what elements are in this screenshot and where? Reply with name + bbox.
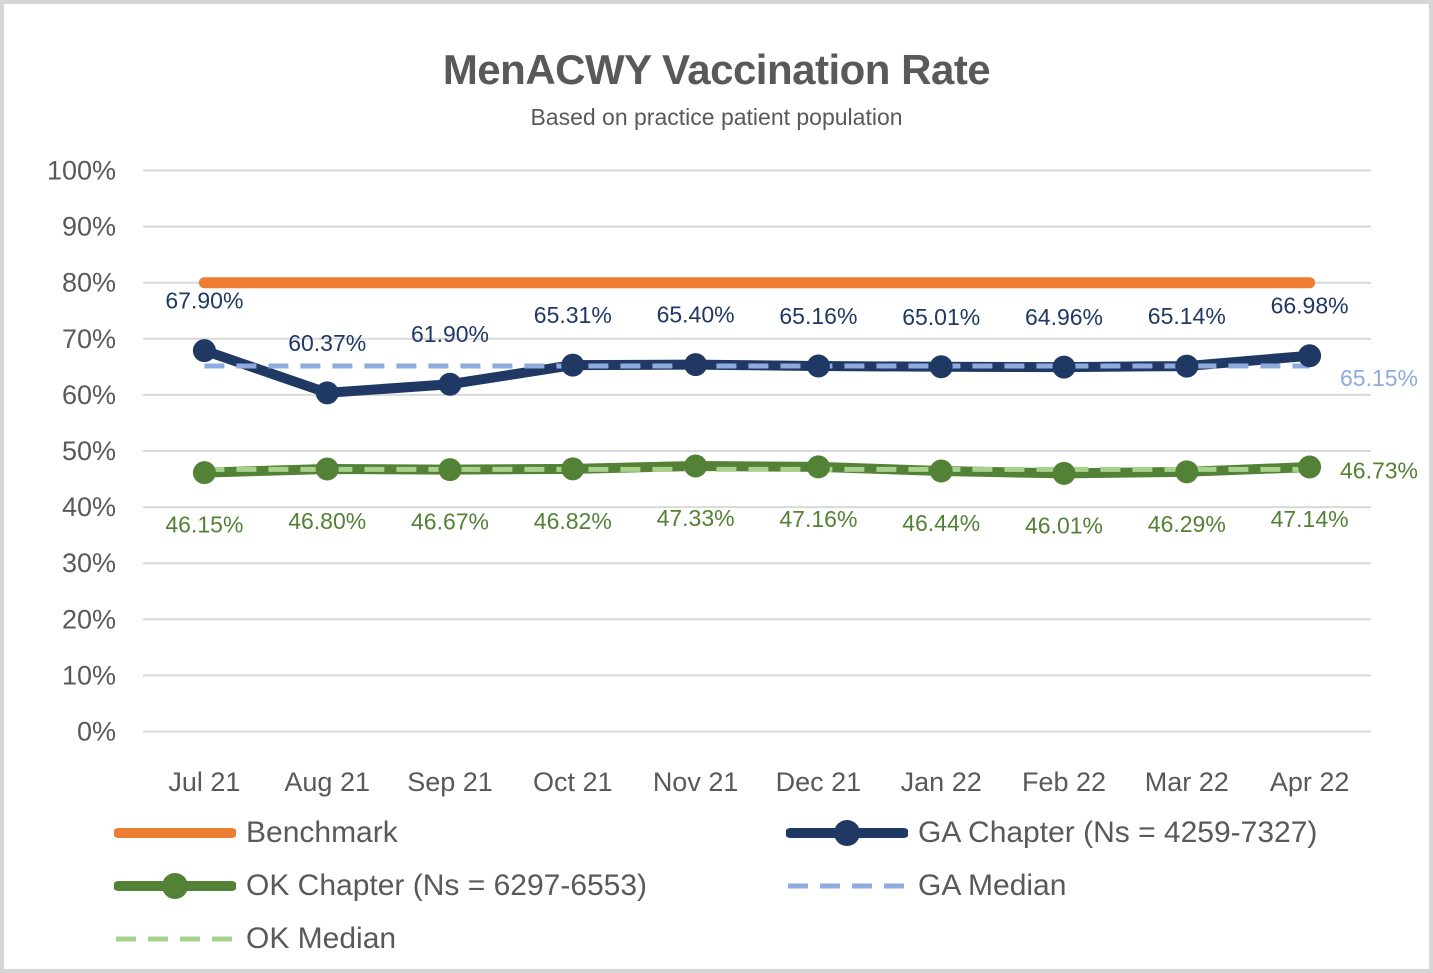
y-tick-label: 30%: [62, 548, 116, 578]
x-tick-label: Mar 22: [1145, 767, 1229, 797]
benchmark-line-icon: [114, 827, 236, 838]
legend-label-ok-median: OK Median: [246, 921, 397, 955]
chart-subtitle: Based on practice patient population: [530, 104, 903, 130]
y-tick-label: 80%: [62, 268, 116, 298]
data-label: 46.29%: [1148, 511, 1226, 537]
data-point-marker: [806, 455, 830, 479]
data-label: 46.15%: [165, 512, 243, 538]
data-label: 61.90%: [411, 321, 489, 347]
data-label: 67.90%: [165, 288, 243, 314]
legend-item-ok-chapter: OK Chapter (Ns = 6297-6553): [114, 869, 786, 903]
data-point-marker: [192, 339, 216, 363]
gridlines: [143, 169, 1371, 733]
data-point-marker: [1052, 355, 1076, 379]
data-label: 66.98%: [1271, 293, 1349, 319]
y-tick-label: 0%: [77, 717, 116, 747]
data-point-marker: [561, 353, 585, 377]
data-label: 46.67%: [411, 509, 489, 535]
data-point-marker: [315, 381, 339, 405]
data-label: 47.33%: [657, 505, 735, 531]
data-label: 65.31%: [534, 302, 612, 328]
x-tick-label: Aug 21: [284, 767, 370, 797]
data-point-marker: [1298, 455, 1322, 479]
legend-label-ga-median: GA Median: [918, 868, 1067, 902]
legend: Benchmark GA Chapter (Ns = 4259-7327) OK…: [114, 806, 1317, 965]
data-point-marker: [438, 372, 462, 396]
legend-label-ga-chapter: GA Chapter (Ns = 4259-7327): [918, 815, 1318, 849]
median-value-label-4: 46.73%: [1340, 457, 1418, 483]
data-point-marker: [929, 459, 953, 483]
x-tick-label: Feb 22: [1022, 767, 1106, 797]
data-label: 64.96%: [1025, 304, 1103, 330]
x-tick-label: Apr 22: [1270, 767, 1350, 797]
series-line-2: [199, 460, 1315, 479]
series-data-labels-1: 67.90% 60.37% 61.90% 65.31% 65.40% 65.16% 65.0…: [165, 288, 1348, 356]
data-point-marker: [561, 457, 585, 481]
x-tick-label: Jul 21: [168, 767, 240, 797]
legend-label-benchmark: Benchmark: [246, 815, 398, 849]
x-tick-label: Dec 21: [776, 767, 862, 797]
data-label: 65.14%: [1148, 303, 1226, 329]
data-point-marker: [1298, 344, 1322, 368]
chart-title: MenACWY Vaccination Rate: [442, 46, 991, 93]
series-line-1: [199, 345, 1315, 398]
series-markers-2: [192, 454, 1322, 485]
legend-label-ok-chapter: OK Chapter (Ns = 6297-6553): [246, 868, 648, 902]
legend-item-ok-median: OK Median: [114, 922, 786, 956]
ok-chapter-line-icon: [114, 872, 236, 899]
x-tick-label: Sep 21: [407, 767, 493, 797]
data-label: 46.01%: [1025, 512, 1103, 538]
data-point-marker: [684, 454, 708, 478]
plot-area: 0% 10% 20% 30% 40% 50% 60% 70% 80% 90% 100% Jul 21 A…: [47, 156, 1418, 798]
data-label: 46.44%: [902, 510, 980, 536]
data-label: 46.80%: [288, 508, 366, 534]
data-point-marker: [929, 355, 953, 379]
data-label: 65.16%: [779, 303, 857, 329]
y-tick-label: 100%: [47, 156, 116, 186]
data-point-marker: [192, 461, 216, 485]
legend-item-ga-chapter: GA Chapter (Ns = 4259-7327): [786, 816, 1317, 850]
legend-item-ga-median: GA Median: [786, 869, 1317, 903]
data-point-marker: [806, 354, 830, 378]
data-label: 60.37%: [288, 330, 366, 356]
data-point-marker: [1175, 354, 1199, 378]
y-tick-label: 20%: [62, 604, 116, 634]
x-axis-tick-labels: Jul 21 Aug 21 Sep 21 Oct 21 Nov 21 Dec 21 Jan …: [168, 767, 1349, 797]
data-label: 47.16%: [779, 506, 857, 532]
data-point-marker: [684, 353, 708, 377]
y-tick-label: 60%: [62, 380, 116, 410]
data-point-marker: [315, 457, 339, 481]
data-label: 65.01%: [902, 304, 980, 330]
legend-item-benchmark: Benchmark: [114, 816, 786, 850]
x-tick-label: Jan 22: [901, 767, 982, 797]
data-label: 46.82%: [534, 508, 612, 534]
data-label: 65.40%: [657, 302, 735, 328]
median-value-label-3: 65.15%: [1340, 365, 1418, 391]
ok-median-dash-icon: [116, 936, 234, 941]
ga-median-dash-icon: [788, 883, 906, 888]
y-tick-label: 50%: [62, 436, 116, 466]
data-point-marker: [438, 458, 462, 482]
series-data-labels-2: 46.15% 46.80% 46.67% 46.82% 47.33% 47.16% 46.4…: [165, 505, 1348, 538]
y-axis-tick-labels: 0% 10% 20% 30% 40% 50% 60% 70% 80% 90% 100%: [47, 156, 116, 747]
data-point-marker: [1052, 461, 1076, 485]
y-tick-label: 90%: [62, 212, 116, 242]
y-tick-label: 70%: [62, 324, 116, 354]
ga-chapter-line-icon: [786, 819, 908, 846]
x-tick-label: Oct 21: [533, 767, 613, 797]
y-tick-label: 40%: [62, 492, 116, 522]
data-point-marker: [1175, 460, 1199, 484]
y-tick-label: 10%: [62, 660, 116, 690]
x-tick-label: Nov 21: [653, 767, 739, 797]
data-label: 47.14%: [1271, 506, 1349, 532]
series-markers-1: [192, 339, 1322, 405]
